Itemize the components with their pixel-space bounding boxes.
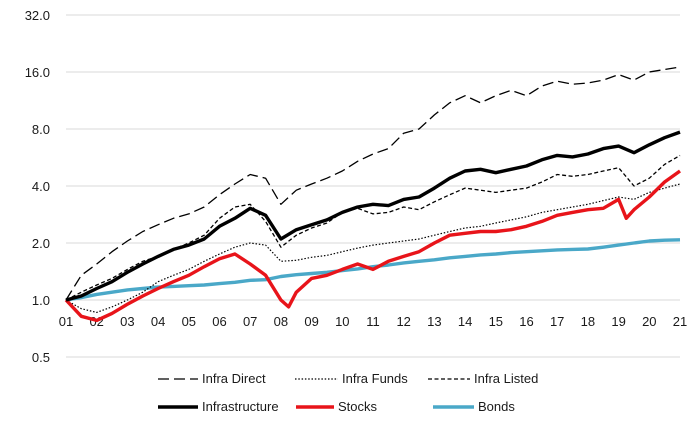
series-line-stocks [64, 169, 681, 323]
legend-label: Infra Direct [202, 371, 266, 386]
series-line-bonds [65, 238, 681, 302]
legend-label: Infrastructure [202, 399, 279, 414]
x-tick-label: 14 [458, 314, 472, 329]
series-line-infra-direct [65, 66, 681, 301]
series-line-infrastructure [65, 130, 681, 302]
series-line-infra-funds [65, 183, 681, 313]
x-tick-label: 20 [642, 314, 656, 329]
legend-label: Stocks [338, 399, 378, 414]
legend: Infra Direct Infra Funds Infra Listed Infra… [158, 371, 538, 414]
x-axis-ticks: 01 02 03 04 05 06 07 08 09 10 11 12 13 14 15 16 17 18 19 20… [59, 314, 687, 329]
legend-label: Infra Funds [342, 371, 408, 386]
x-tick-label: 11 [366, 314, 380, 329]
y-axis-ticks: 0.5 1.0 2.0 4.0 8.0 16.0 32.0 [25, 8, 50, 365]
legend-label: Infra Listed [474, 371, 538, 386]
series-lines [64, 66, 681, 323]
x-tick-label: 12 [396, 314, 410, 329]
y-tick-label: 8.0 [32, 122, 50, 137]
y-tick-label: 2.0 [32, 236, 50, 251]
x-tick-label: 19 [611, 314, 625, 329]
x-tick-label: 13 [427, 314, 441, 329]
x-tick-label: 17 [550, 314, 564, 329]
series-line-infra-listed [65, 154, 681, 301]
x-tick-label: 16 [519, 314, 533, 329]
x-tick-label: 04 [151, 314, 165, 329]
y-tick-label: 16.0 [25, 65, 50, 80]
y-tick-label: 4.0 [32, 179, 50, 194]
x-tick-label: 08 [274, 314, 288, 329]
x-tick-label: 21 [673, 314, 687, 329]
x-tick-label: 15 [489, 314, 503, 329]
x-tick-label: 18 [581, 314, 595, 329]
gridlines [66, 14, 680, 358]
x-tick-label: 06 [212, 314, 226, 329]
x-tick-label: 01 [59, 314, 73, 329]
legend-label: Bonds [478, 399, 515, 414]
x-tick-label: 05 [182, 314, 196, 329]
y-tick-label: 1.0 [32, 293, 50, 308]
x-tick-label: 07 [243, 314, 257, 329]
x-tick-label: 03 [120, 314, 134, 329]
x-tick-label: 10 [335, 314, 349, 329]
x-tick-label: 09 [304, 314, 318, 329]
y-tick-label: 32.0 [25, 8, 50, 23]
y-tick-label: 0.5 [32, 350, 50, 365]
